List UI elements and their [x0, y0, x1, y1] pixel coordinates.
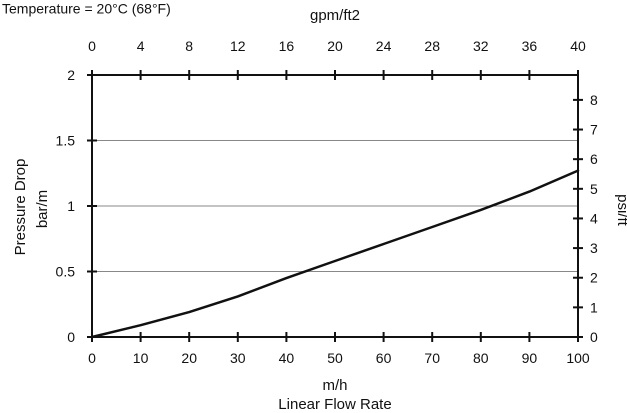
y-right-tick-label: 4 — [590, 210, 598, 226]
y-left-tick-label: 1 — [67, 198, 75, 214]
data-point — [285, 277, 288, 279]
series-line — [90, 169, 580, 339]
data-point — [91, 336, 93, 338]
y-right-tick-label: 6 — [590, 151, 598, 167]
data-point — [577, 169, 579, 172]
x-top-tick-label: 28 — [424, 38, 440, 54]
x-bottom-tick-label: 100 — [566, 350, 590, 366]
x-bottom-tick-label: 90 — [522, 350, 538, 366]
temperature-note: Temperature = 20°C (68°F) — [2, 0, 171, 16]
y-left-tick-label: 0.5 — [56, 264, 76, 280]
y-right-tick-label: 3 — [590, 240, 598, 256]
y-axis-left-title: Pressure Drop — [12, 159, 29, 256]
x-bottom-tick-label: 70 — [424, 350, 440, 366]
x-top-tick-label: 4 — [137, 38, 145, 54]
data-point — [139, 324, 142, 327]
x-bottom-tick-label: 20 — [181, 350, 197, 366]
x-top-tick-label: 36 — [522, 38, 538, 54]
x-top-tick-label: 8 — [185, 38, 193, 54]
x-bottom-tick-label: 30 — [230, 350, 246, 366]
data-point — [188, 311, 190, 313]
x-top-tick-label: 20 — [327, 38, 343, 54]
x-top-tick-label: 12 — [230, 38, 246, 54]
data-point — [382, 243, 385, 245]
x-top-tick-label: 24 — [376, 38, 392, 54]
x-bottom-tick-label: 80 — [473, 350, 489, 366]
y-right-tick-label: 8 — [590, 92, 598, 108]
x-bottom-tick-label: 0 — [88, 350, 96, 366]
plot-area: 0 4 8 12 16 20 24 28 32 36 400 10 20 30 40 50 60 70 80 90 10… — [56, 38, 598, 366]
y-right-tick-label: 7 — [590, 122, 598, 138]
y-left-tick-label: 0 — [67, 329, 75, 345]
y-right-tick-label: 0 — [590, 329, 598, 345]
x-top-tick-label: 16 — [279, 38, 295, 54]
x-axis-bottom-unit: m/h — [322, 377, 347, 394]
x-bottom-tick-label: 10 — [133, 350, 149, 366]
data-point — [334, 260, 336, 262]
x-top-tick-label: 0 — [88, 38, 96, 54]
y-right-tick-label: 2 — [590, 270, 598, 286]
x-bottom-tick-label: 50 — [327, 350, 343, 366]
y-left-tick-label: 2 — [67, 67, 75, 83]
y-right-tick-label: 5 — [590, 181, 598, 197]
data-point — [237, 295, 239, 298]
data-point — [480, 209, 482, 211]
data-point — [528, 190, 531, 193]
y-right-tick-label: 1 — [590, 299, 598, 315]
x-top-tick-label: 40 — [570, 38, 586, 54]
x-axis-top-title: gpm/ft2 — [310, 7, 360, 24]
y-axis-right-title: psi/ft — [614, 194, 627, 227]
data-point — [431, 226, 434, 228]
x-bottom-tick-label: 60 — [376, 350, 392, 366]
x-top-tick-label: 32 — [473, 38, 489, 54]
y-left-tick-label: 1.5 — [56, 133, 76, 149]
y-axis-left-unit: bar/m — [34, 190, 51, 228]
x-bottom-tick-label: 40 — [279, 350, 295, 366]
x-axis-bottom-title: Linear Flow Rate — [278, 396, 391, 413]
